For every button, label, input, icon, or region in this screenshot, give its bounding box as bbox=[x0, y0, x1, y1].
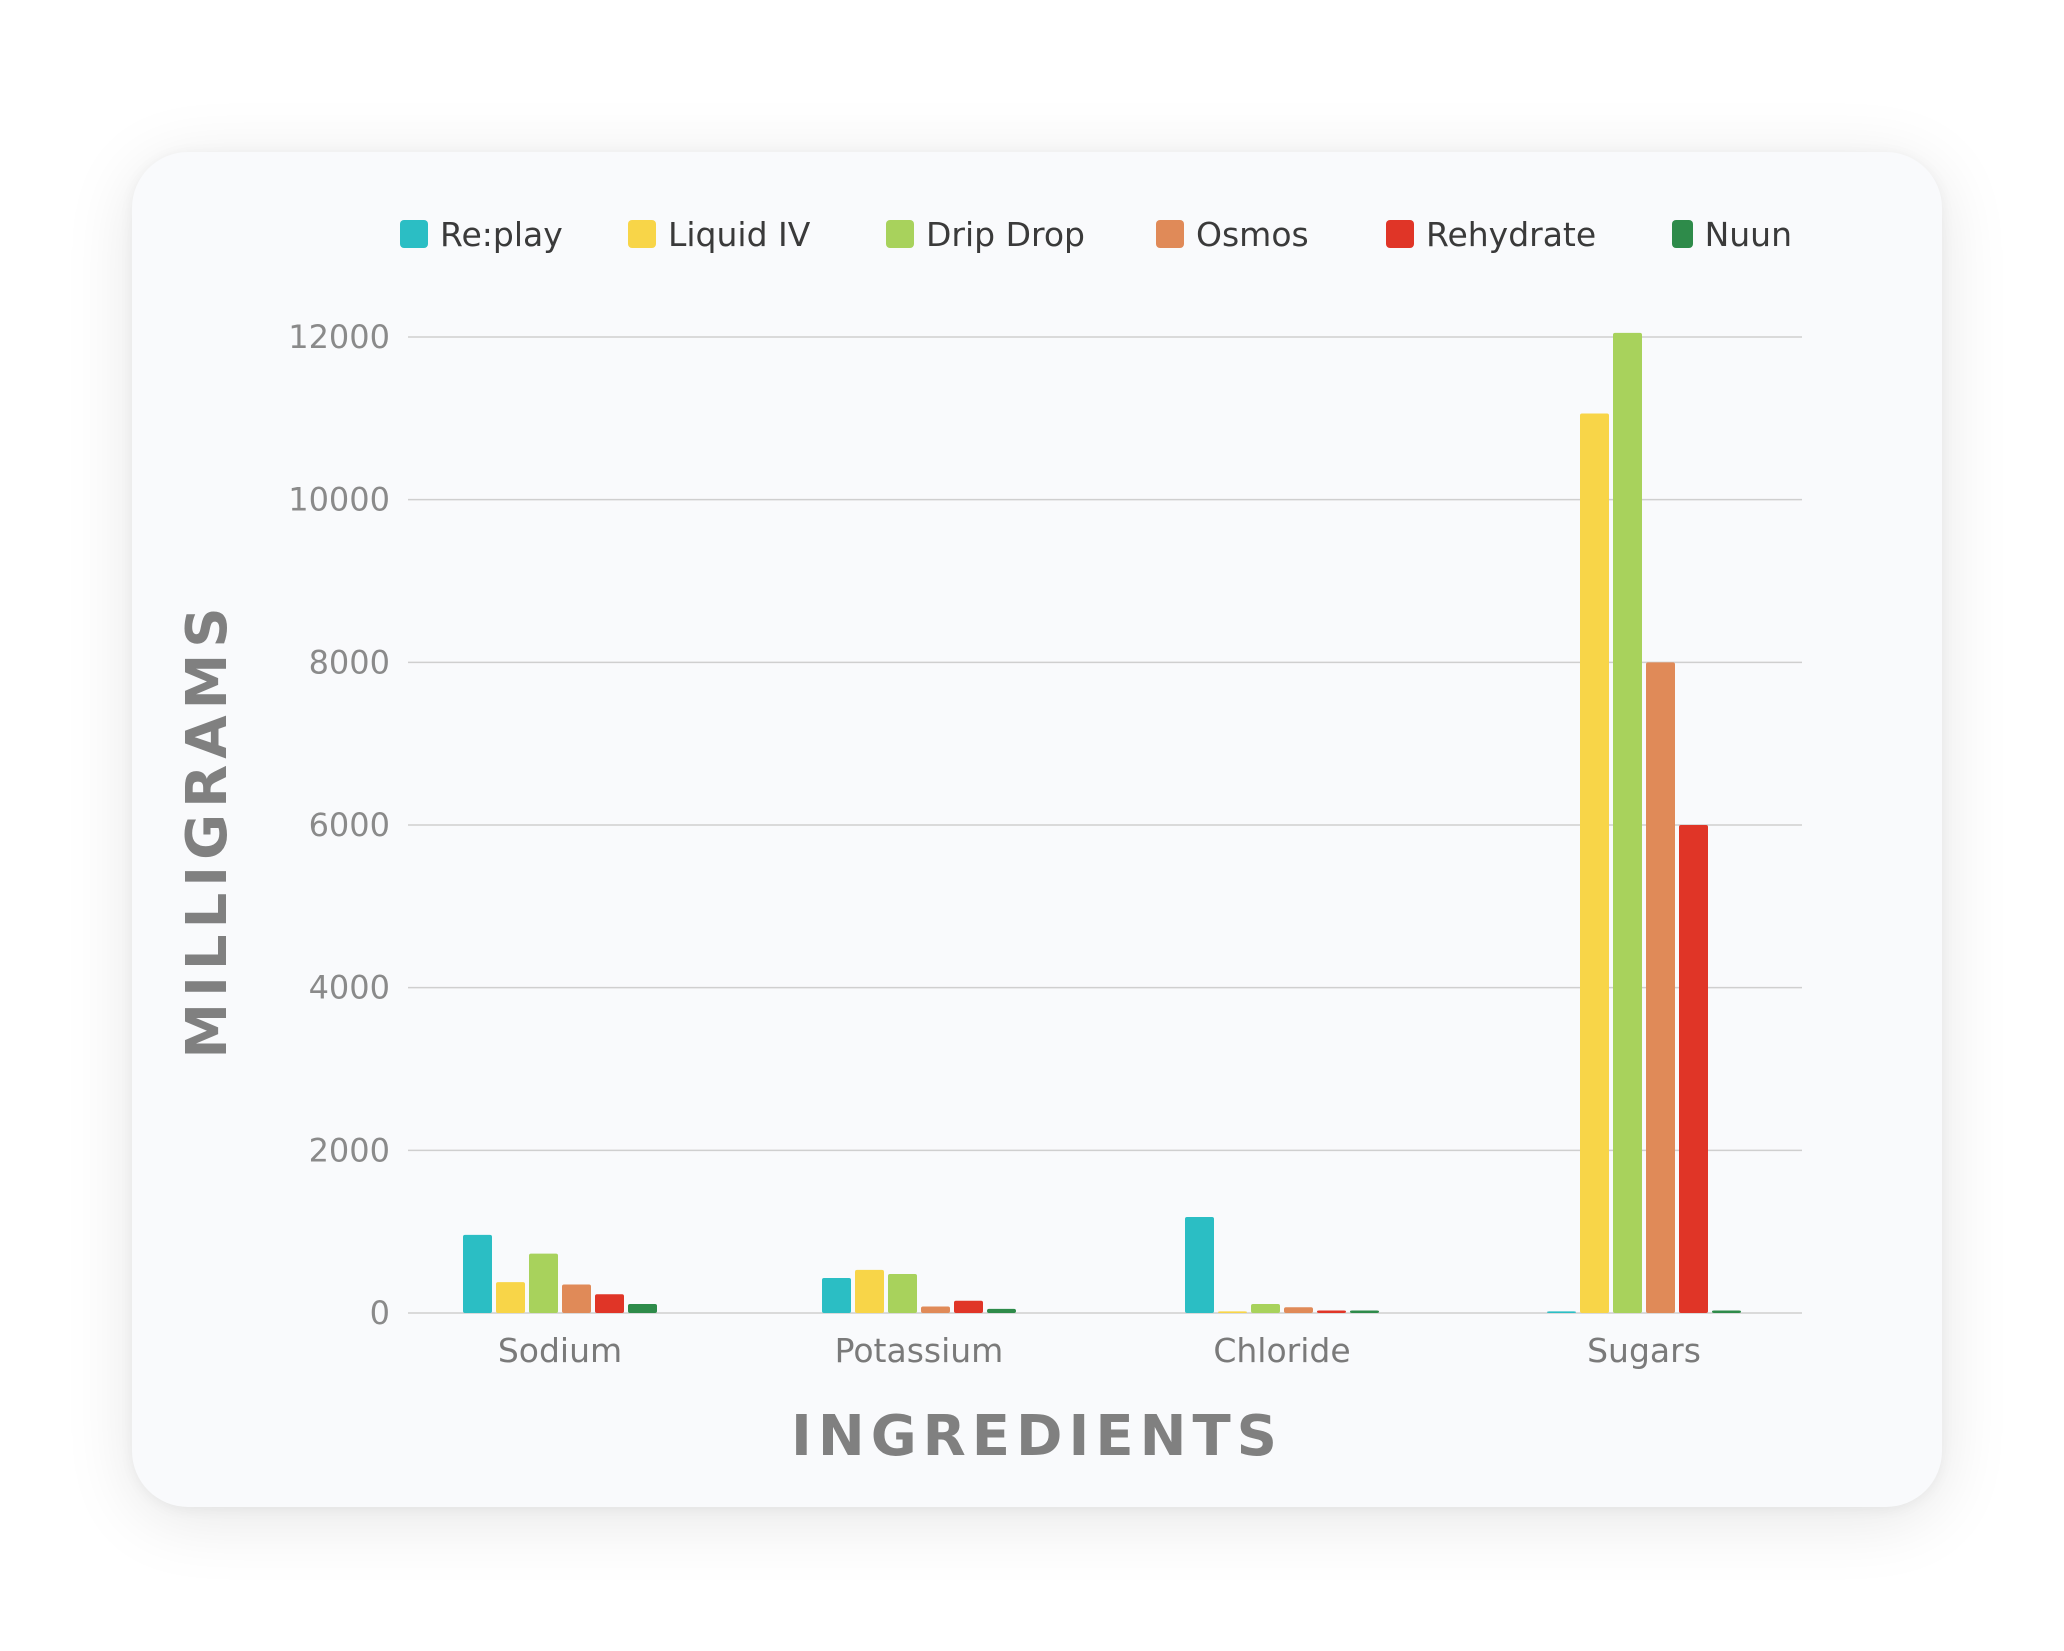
bar bbox=[1613, 332, 1642, 1313]
bar bbox=[1317, 1310, 1346, 1313]
x-category-label: Potassium bbox=[835, 1331, 1004, 1370]
bar bbox=[1679, 825, 1708, 1313]
legend-item: Rehydrate bbox=[1386, 215, 1672, 254]
legend-label: Re:play bbox=[440, 214, 563, 254]
bar bbox=[562, 1284, 591, 1313]
legend-item: Re:play bbox=[400, 215, 628, 254]
y-tick-label: 0 bbox=[370, 1294, 390, 1332]
legend-swatch bbox=[400, 220, 428, 248]
bar bbox=[1251, 1304, 1280, 1313]
bar bbox=[855, 1269, 884, 1313]
x-category-label: Sodium bbox=[498, 1331, 622, 1370]
bar bbox=[954, 1300, 983, 1313]
y-tick-label: 2000 bbox=[309, 1131, 390, 1169]
y-tick-label: 8000 bbox=[309, 643, 390, 681]
x-category-label: Sugars bbox=[1587, 1331, 1701, 1370]
chart-legend: Re:play Liquid IV Drip Drop Osmos Rehydrate N… bbox=[400, 212, 1792, 256]
legend-label: Rehydrate bbox=[1426, 214, 1597, 254]
legend-item: Osmos bbox=[1156, 215, 1386, 254]
legend-swatch bbox=[628, 220, 656, 248]
bar bbox=[1350, 1310, 1379, 1313]
bar bbox=[1580, 413, 1609, 1313]
legend-swatch bbox=[886, 220, 914, 248]
legend-swatch bbox=[1156, 220, 1184, 248]
legend-label: Nuun bbox=[1704, 214, 1792, 254]
bar bbox=[822, 1278, 851, 1313]
y-tick-label: 6000 bbox=[309, 806, 390, 844]
legend-label: Liquid IV bbox=[668, 214, 811, 254]
x-category-label: Chloride bbox=[1213, 1331, 1350, 1370]
legend-swatch bbox=[1672, 220, 1693, 248]
y-axis-ticks: 0 2000 4000 6000 8000 10000 12000 bbox=[288, 318, 390, 1332]
bars bbox=[463, 332, 1741, 1313]
bar bbox=[463, 1234, 492, 1313]
bar bbox=[496, 1282, 525, 1313]
bar bbox=[1185, 1217, 1214, 1313]
bar bbox=[987, 1308, 1016, 1313]
y-tick-label: 10000 bbox=[288, 481, 390, 519]
bar bbox=[888, 1273, 917, 1313]
x-axis-title: INGREDIENTS bbox=[791, 1404, 1283, 1469]
bar bbox=[1712, 1310, 1741, 1313]
bar bbox=[1547, 1311, 1576, 1313]
bar bbox=[1218, 1311, 1247, 1313]
bar bbox=[628, 1304, 657, 1313]
bar bbox=[1284, 1307, 1313, 1313]
bar bbox=[529, 1253, 558, 1313]
legend-item: Liquid IV bbox=[628, 215, 886, 254]
y-axis-title: MILLIGRAMS bbox=[175, 601, 240, 1058]
bar bbox=[921, 1306, 950, 1313]
legend-swatch bbox=[1386, 220, 1414, 248]
legend-item: Nuun bbox=[1672, 215, 1792, 254]
legend-item: Drip Drop bbox=[886, 215, 1156, 254]
legend-label: Osmos bbox=[1196, 214, 1309, 254]
bar bbox=[595, 1294, 624, 1313]
y-tick-label: 4000 bbox=[309, 969, 390, 1007]
bar bbox=[1646, 662, 1675, 1313]
legend-label: Drip Drop bbox=[926, 214, 1085, 254]
y-tick-label: 12000 bbox=[288, 318, 390, 356]
x-axis-categories: Sodium Potassium Chloride Sugars bbox=[498, 1331, 1701, 1370]
